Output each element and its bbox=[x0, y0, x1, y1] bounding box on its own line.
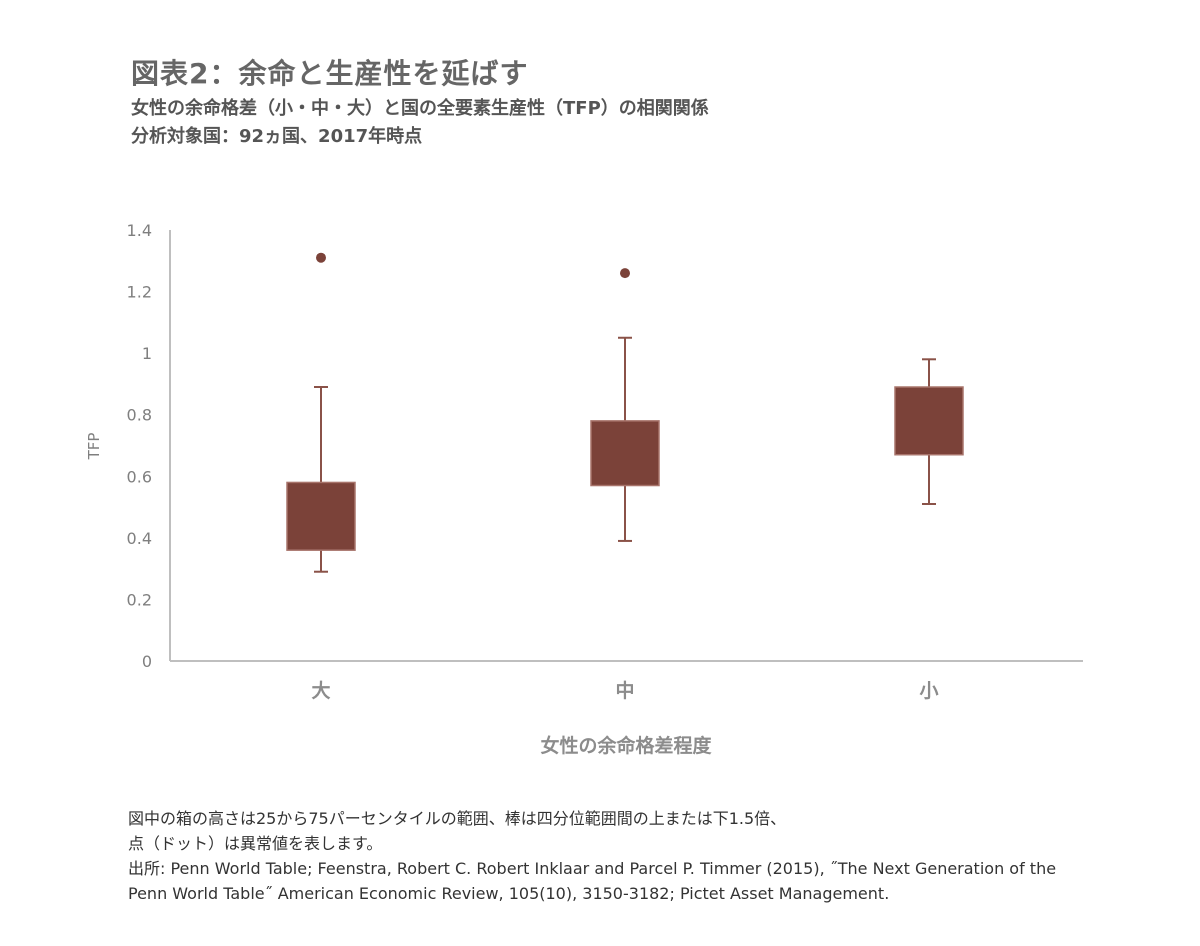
source-line: 出所: Penn World Table; Feenstra, Robert C… bbox=[128, 859, 1057, 878]
source-line: Penn World Table˝ American Economic Revi… bbox=[128, 884, 890, 903]
y-tick-label: 1.4 bbox=[127, 221, 152, 240]
x-tick-label: 中 bbox=[615, 679, 634, 702]
box-iqr bbox=[894, 386, 964, 456]
x-tick-label: 大 bbox=[311, 679, 330, 702]
chart-notes: 図中の箱の高さは25から75パーセンタイルの範囲、棒は四分位範囲間の上または下1… bbox=[128, 806, 1056, 906]
y-axis-label: TFP bbox=[85, 433, 103, 461]
y-tick-label: 0.4 bbox=[127, 529, 152, 548]
y-tick-label: 1.2 bbox=[127, 283, 152, 302]
y-tick-label: 0.2 bbox=[127, 590, 152, 609]
y-tick-label: 0 bbox=[142, 652, 152, 671]
box-iqr bbox=[286, 481, 356, 551]
chart-subtitle-scope: 分析対象国：92ヵ国、2017年時点 bbox=[131, 126, 423, 147]
outlier-dot bbox=[316, 252, 326, 263]
box-iqr bbox=[590, 420, 660, 487]
y-tick-label: 0.6 bbox=[127, 467, 152, 486]
x-tick-label: 小 bbox=[919, 680, 938, 702]
chart-subtitle: 女性の余命格差（小・中・大）と国の全要素生産性（TFP）の相関関係 bbox=[131, 98, 709, 119]
chart-title: 図表2：余命と生産性を延ばす bbox=[131, 57, 529, 90]
note-line: 図中の箱の高さは25から75パーセンタイルの範囲、棒は四分位範囲間の上または下1… bbox=[128, 809, 787, 828]
x-axis-label: 女性の余命格差程度 bbox=[540, 734, 712, 757]
y-tick-label: 1 bbox=[142, 344, 152, 363]
outlier-dot bbox=[620, 268, 630, 279]
note-line: 点（ドット）は異常値を表します。 bbox=[128, 834, 383, 853]
y-tick-label: 0.8 bbox=[127, 406, 152, 425]
